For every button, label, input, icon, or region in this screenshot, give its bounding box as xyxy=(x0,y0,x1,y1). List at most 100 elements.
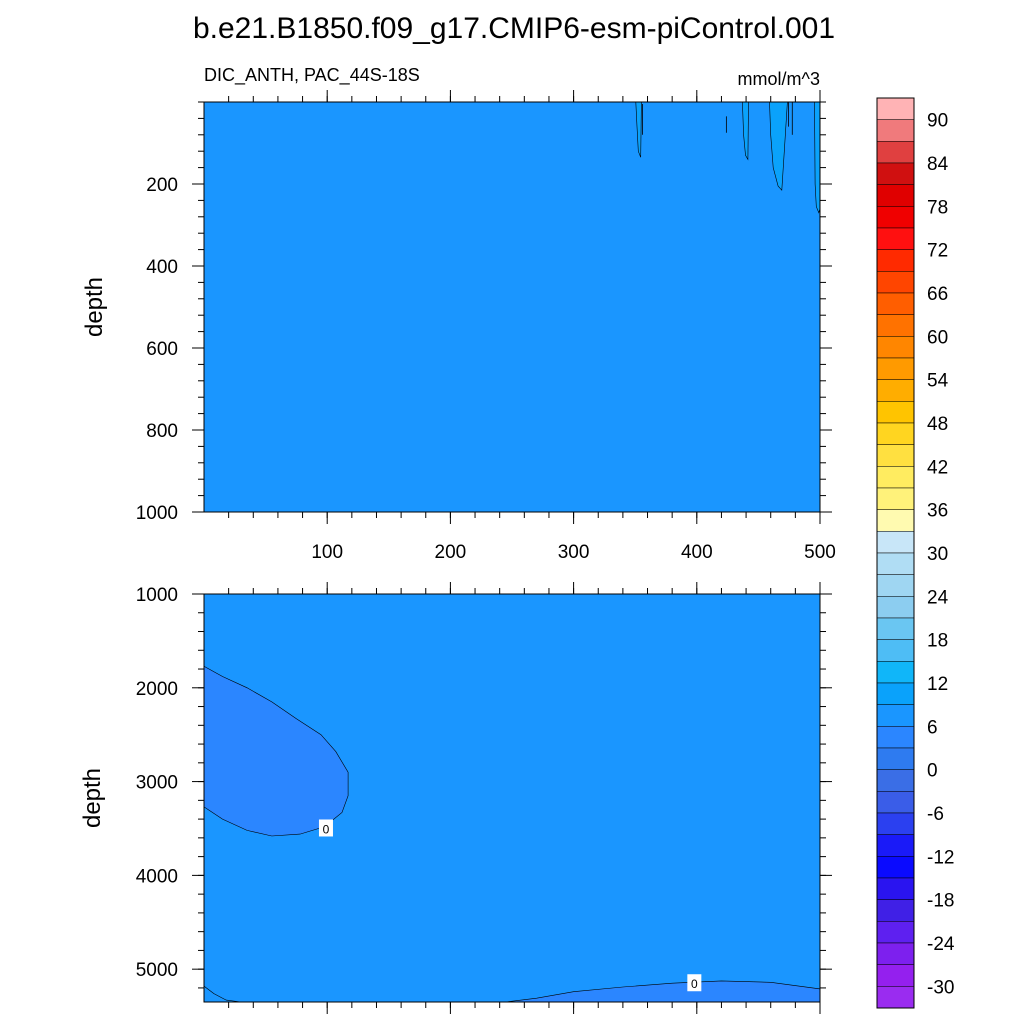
upper-ylabel: depth xyxy=(81,277,108,337)
colorbar-box xyxy=(876,812,915,835)
colorbar-box xyxy=(876,487,915,510)
colorbar-box xyxy=(876,401,915,424)
colorbar-label: 0 xyxy=(927,761,938,782)
colorbar-label: 90 xyxy=(927,111,948,132)
upper-x-tick-label: 200 xyxy=(435,542,467,563)
upper-panel-frame xyxy=(203,101,821,513)
colorbar-label: 30 xyxy=(927,544,948,565)
colorbar-box xyxy=(876,986,915,1009)
upper-y-tick-label: 200 xyxy=(146,175,178,196)
colorbar-label: -12 xyxy=(927,847,954,868)
upper-y-tick-label: 600 xyxy=(146,339,178,360)
colorbar-box xyxy=(876,141,915,164)
colorbar-label: -18 xyxy=(927,891,954,912)
lower-negative-lobe xyxy=(203,665,349,837)
colorbar-label: 66 xyxy=(927,284,948,305)
colorbar-box xyxy=(876,97,915,120)
colorbar-box xyxy=(876,466,915,489)
upper-panel-ticks: 100 200 300 400 500 200 400 600 800 1000 xyxy=(136,90,836,563)
colorbar-box xyxy=(876,249,915,272)
colorbar-box xyxy=(876,552,915,575)
colorbar-label: 6 xyxy=(927,717,938,738)
colorbar-frame xyxy=(876,97,915,1009)
colorbar-box xyxy=(876,639,915,662)
colorbar-box xyxy=(876,119,915,142)
colorbar-box xyxy=(876,921,915,944)
colorbar-box xyxy=(876,617,915,640)
colorbar-box xyxy=(876,379,915,402)
upper-y-tick-label: 800 xyxy=(146,421,178,442)
colorbar-label: 36 xyxy=(927,501,948,522)
colorbar-box xyxy=(876,682,915,705)
upper-x-tick-label: 500 xyxy=(804,542,836,563)
lower-y-tick-label: 3000 xyxy=(136,773,178,794)
contour-label-text: 0 xyxy=(691,977,698,991)
colorbar-box xyxy=(876,791,915,814)
contour-label-0: 0 xyxy=(318,819,333,837)
colorbar-label: 72 xyxy=(927,241,948,262)
colorbar-label: 18 xyxy=(927,631,948,652)
upper-y-tick-label: 1000 xyxy=(136,503,178,524)
colorbar-box xyxy=(876,964,915,987)
contour-label-1: 0 xyxy=(687,974,702,992)
upper-x-tick-label: 400 xyxy=(681,542,713,563)
colorbar-label: 24 xyxy=(927,587,949,608)
figure-title: b.e21.B1850.f09_g17.CMIP6-esm-piControl.… xyxy=(193,12,835,45)
colorbar-label: -6 xyxy=(927,804,944,825)
colorbar-box xyxy=(876,292,915,315)
lower-y-tick-label: 5000 xyxy=(136,960,178,981)
colorbar-box xyxy=(876,747,915,770)
upper-x-tick-label: 100 xyxy=(311,542,343,563)
colorbar-box xyxy=(876,856,915,879)
upper-panel: 100 200 300 400 500 200 400 600 800 1000 depth xyxy=(81,90,836,563)
lower-panel-frame xyxy=(203,593,821,1003)
colorbar-box xyxy=(876,206,915,229)
colorbar: 908478726660544842363024181260-6-12-18-2… xyxy=(876,97,955,1009)
colorbar-box xyxy=(876,942,915,965)
contour-label-box xyxy=(318,819,333,837)
contour-label-box xyxy=(687,974,702,992)
lower-y-tick-label: 1000 xyxy=(136,585,178,606)
colorbar-box xyxy=(876,574,915,597)
lower-y-tick-label: 2000 xyxy=(136,679,178,700)
lower-y-tick-label: 4000 xyxy=(136,866,178,887)
colorbar-box xyxy=(876,726,915,749)
colorbar-box xyxy=(876,422,915,445)
colorbar-label: 84 xyxy=(927,154,949,175)
upper-panel-field xyxy=(204,102,820,512)
lower-ylabel: depth xyxy=(79,768,106,828)
upper-y-tick-label: 400 xyxy=(146,257,178,278)
colorbar-box xyxy=(876,227,915,250)
colorbar-box xyxy=(876,704,915,727)
lower-panel-ticks: 1000 2000 3000 4000 5000 xyxy=(136,582,832,1014)
lower-corner-contour xyxy=(203,985,242,1003)
colorbar-box xyxy=(876,596,915,619)
colorbar-label: -30 xyxy=(927,977,954,998)
colorbar-box xyxy=(876,336,915,359)
colorbar-label: 78 xyxy=(927,197,948,218)
colorbar-box xyxy=(876,509,915,532)
colorbar-box xyxy=(876,531,915,554)
upper-plume-2 xyxy=(769,101,788,191)
colorbar-label: 54 xyxy=(927,371,949,392)
colorbar-box xyxy=(876,357,915,380)
colorbar-box xyxy=(876,271,915,294)
colorbar-box xyxy=(876,899,915,922)
colorbar-box xyxy=(876,661,915,684)
lower-panel-features: 00 xyxy=(203,665,821,1003)
colorbar-label: 42 xyxy=(927,457,948,478)
colorbar-box xyxy=(876,877,915,900)
variable-label: DIC_ANTH, PAC_44S-18S xyxy=(204,65,420,86)
colorbar-label: 12 xyxy=(927,674,948,695)
upper-x-tick-label: 300 xyxy=(558,542,590,563)
colorbar-box xyxy=(876,184,915,207)
colorbar-label: -24 xyxy=(927,934,955,955)
colorbar-box xyxy=(876,834,915,857)
units-label: mmol/m^3 xyxy=(738,69,820,89)
colorbar-label: 60 xyxy=(927,327,948,348)
colorbar-label: 48 xyxy=(927,414,948,435)
contour-label-text: 0 xyxy=(323,822,330,836)
colorbar-box xyxy=(876,444,915,467)
